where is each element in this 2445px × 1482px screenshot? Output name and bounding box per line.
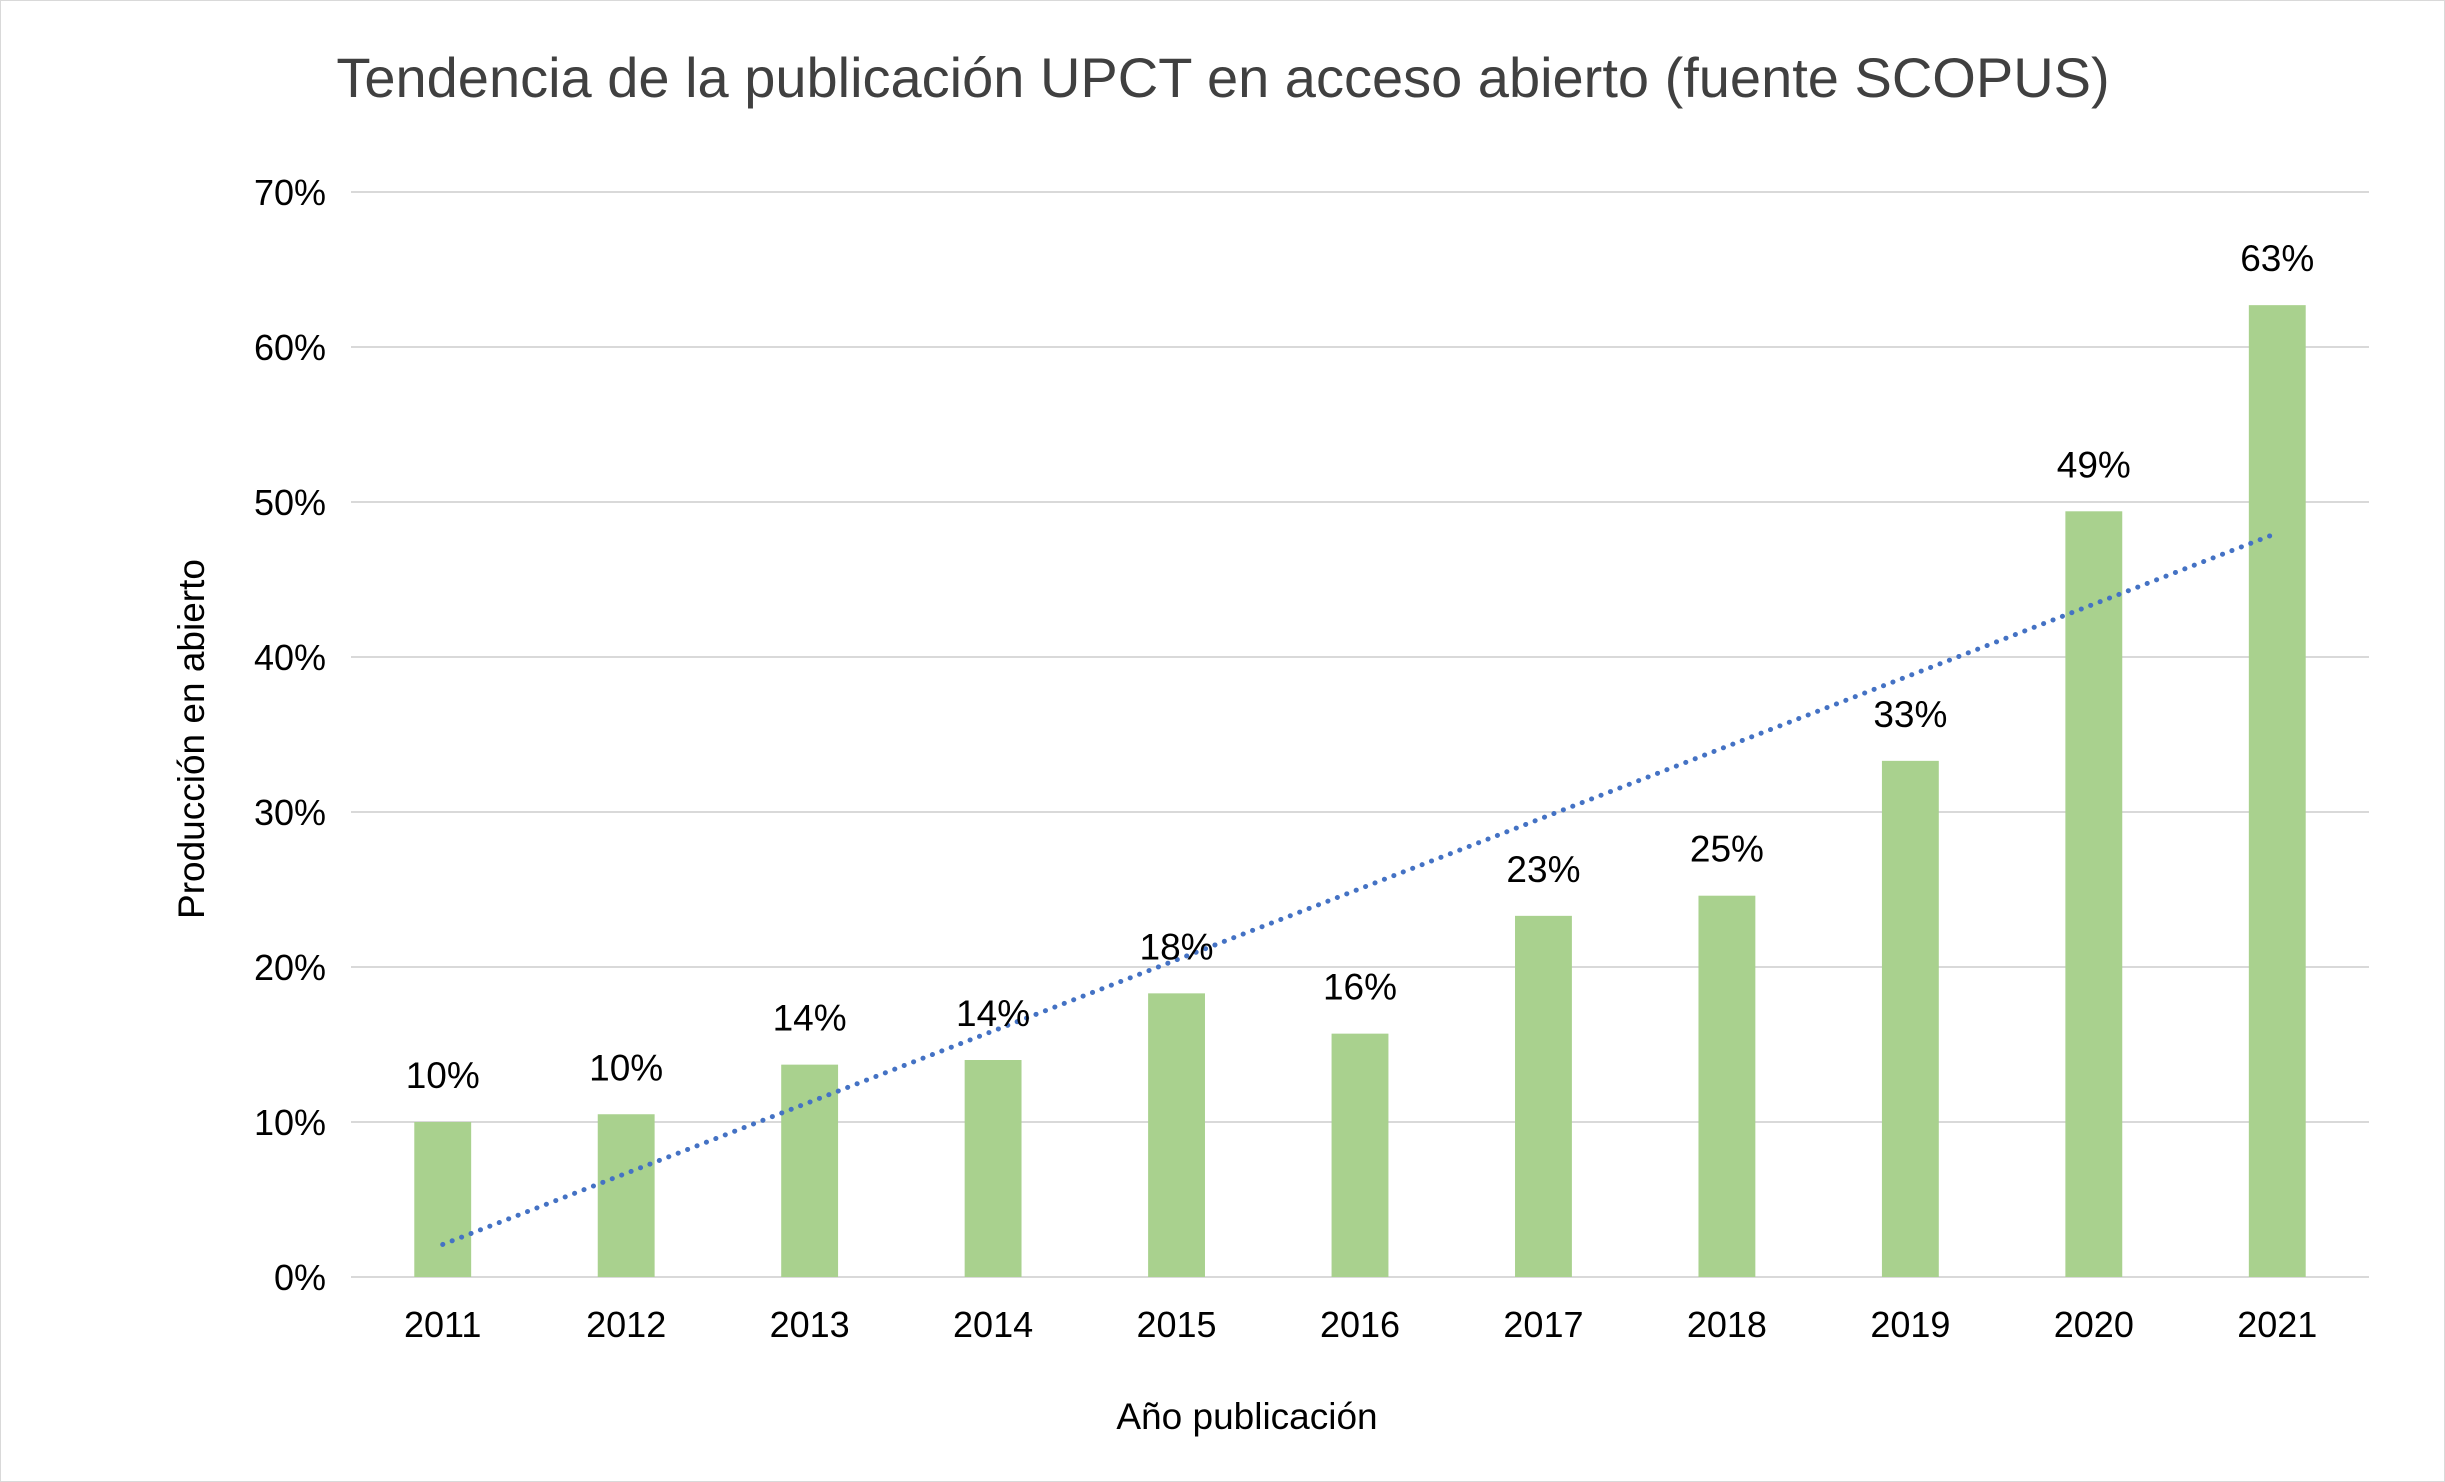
bar bbox=[1881, 760, 1939, 1277]
x-tick-label: 2017 bbox=[1503, 1304, 1583, 1345]
y-tick-label: 60% bbox=[254, 327, 326, 368]
bar bbox=[1331, 1033, 1389, 1277]
bar bbox=[964, 1060, 1022, 1277]
x-tick-label: 2012 bbox=[586, 1304, 666, 1345]
y-tick-label: 20% bbox=[254, 947, 326, 988]
y-axis-title: Producción en abierto bbox=[171, 559, 212, 919]
bar bbox=[597, 1114, 655, 1277]
data-labels: 10% 10% 14% 14% 18% 16% 23% 25% 33% 49% 63% bbox=[406, 238, 2315, 1096]
bar bbox=[2065, 511, 2123, 1277]
data-label: 10% bbox=[406, 1055, 480, 1096]
y-tick-label: 0% bbox=[274, 1257, 326, 1298]
bar bbox=[414, 1122, 472, 1277]
x-tick-label: 2016 bbox=[1320, 1304, 1400, 1345]
x-tick-label: 2018 bbox=[1687, 1304, 1767, 1345]
x-tick-label: 2019 bbox=[1870, 1304, 1950, 1345]
y-tick-label: 30% bbox=[254, 792, 326, 833]
y-tick-label: 40% bbox=[254, 637, 326, 678]
data-label: 18% bbox=[1140, 926, 1214, 967]
x-tick-label: 2015 bbox=[1136, 1304, 1216, 1345]
x-tick-label: 2013 bbox=[770, 1304, 850, 1345]
bar bbox=[1698, 895, 1756, 1277]
x-tick-label: 2021 bbox=[2237, 1304, 2317, 1345]
data-label: 33% bbox=[1873, 694, 1947, 735]
x-axis-title: Año publicación bbox=[1116, 1396, 1377, 1437]
y-tick-label: 50% bbox=[254, 482, 326, 523]
data-label: 23% bbox=[1506, 849, 1580, 890]
y-tick-labels: 0% 10% 20% 30% 40% 50% 60% 70% bbox=[254, 172, 326, 1298]
data-label: 49% bbox=[2057, 444, 2131, 485]
gridlines bbox=[351, 191, 2369, 1278]
bar bbox=[2248, 305, 2306, 1277]
y-tick-label: 10% bbox=[254, 1102, 326, 1143]
x-tick-labels: 2011 2012 2013 2014 2015 2016 2017 2018 2019 2020… bbox=[404, 1304, 2317, 1345]
x-tick-label: 2014 bbox=[953, 1304, 1033, 1345]
x-tick-label: 2011 bbox=[404, 1304, 481, 1345]
data-label: 63% bbox=[2240, 238, 2314, 279]
y-tick-label: 70% bbox=[254, 172, 326, 213]
bar bbox=[1515, 915, 1572, 1277]
data-label: 10% bbox=[589, 1047, 663, 1088]
bar bbox=[1148, 993, 1205, 1277]
data-label: 14% bbox=[773, 998, 847, 1039]
bars bbox=[414, 305, 2306, 1277]
data-label: 16% bbox=[1323, 967, 1397, 1008]
data-label: 25% bbox=[1690, 829, 1764, 870]
data-label: 14% bbox=[956, 993, 1030, 1034]
chart-title: Tendencia de la publicación UPCT en acce… bbox=[336, 46, 2109, 109]
x-tick-label: 2020 bbox=[2054, 1304, 2134, 1345]
